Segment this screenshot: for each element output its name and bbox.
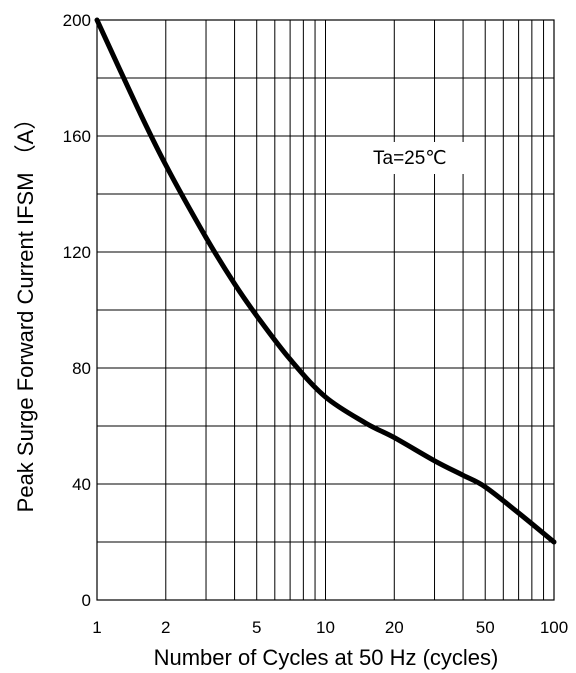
x-tick-label: 20 — [385, 618, 404, 637]
plot-frame — [96, 19, 555, 601]
y-tick-label: 120 — [63, 243, 91, 262]
y-tick-label: 200 — [63, 11, 91, 30]
y-axis-title: Peak Surge Forward Current IFSM （A） — [13, 108, 38, 513]
x-tick-labels: 1 2 5 10 20 50 100 — [92, 618, 568, 637]
y-tick-labels: 0 40 80 120 160 200 — [63, 11, 91, 610]
x-tick-label: 2 — [161, 618, 170, 637]
temperature-annotation: Ta=25℃ — [373, 148, 447, 169]
y-tick-label: 160 — [63, 127, 91, 146]
annotation-background — [368, 142, 472, 174]
y-tick-label: 80 — [72, 359, 91, 378]
x-tick-label: 5 — [252, 618, 261, 637]
x-tick-label: 1 — [92, 618, 101, 637]
x-tick-label: 100 — [540, 618, 568, 637]
surge-current-curve — [94, 17, 557, 545]
x-tick-label: 50 — [476, 618, 495, 637]
x-tick-label: 10 — [316, 618, 335, 637]
y-tick-label: 0 — [82, 591, 91, 610]
x-axis-title: Number of Cycles at 50 Hz (cycles) — [154, 645, 499, 670]
y-tick-label: 40 — [72, 475, 91, 494]
